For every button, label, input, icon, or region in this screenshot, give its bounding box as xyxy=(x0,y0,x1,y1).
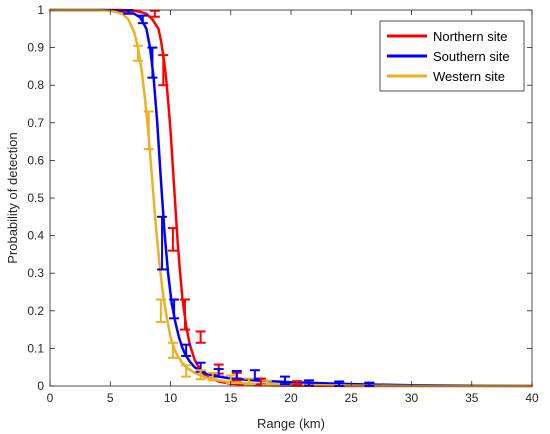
x-tick-label: 35 xyxy=(465,391,479,405)
y-tick-label: 0.9 xyxy=(27,41,44,55)
errorbar-northern-site xyxy=(149,9,160,18)
y-tick-label: 0.3 xyxy=(27,266,44,280)
legend-label-southern: Southern site xyxy=(433,49,510,64)
y-tick-label: 1 xyxy=(37,3,44,17)
x-tick-label: 10 xyxy=(164,391,178,405)
errorbar-northern-site xyxy=(167,227,178,252)
y-tick-label: 0.1 xyxy=(27,341,44,355)
y-tick-label: 0.7 xyxy=(27,116,44,130)
errorbar-northern-site xyxy=(179,298,190,331)
y-tick-label: 0.5 xyxy=(27,191,44,205)
y-axis: 0 0.1 0.2 0.3 0.4 0.5 0.6 0.7 0.8 0.9 1 xyxy=(27,3,532,393)
errorbar-western-site xyxy=(195,369,206,381)
errorbar-western-site xyxy=(132,44,143,62)
series-line-western-site xyxy=(48,8,534,388)
y-tick-label: 0.6 xyxy=(27,153,44,167)
errorbar-western-site xyxy=(243,377,254,386)
errorbar-western-site xyxy=(207,371,218,382)
errorbar-western-site xyxy=(167,341,178,359)
errorbar-southern-site xyxy=(231,369,242,380)
errorbar-northern-site xyxy=(158,54,169,87)
errorbar-southern-site xyxy=(213,368,224,378)
y-tick-label: 0.2 xyxy=(27,304,44,318)
legend-label-northern: Northern site xyxy=(433,29,507,44)
x-axis: 0 5 10 15 20 25 30 35 40 xyxy=(47,10,539,405)
errorbar-southern-site xyxy=(181,343,192,357)
legend-label-western: Western site xyxy=(433,69,505,84)
errorbar-northern-site xyxy=(195,330,206,344)
x-tick-label: 40 xyxy=(525,391,539,405)
errorbar-western-site xyxy=(261,379,272,387)
x-tick-label: 5 xyxy=(107,391,114,405)
y-tick-label: 0.8 xyxy=(27,78,44,92)
errorbar-western-site xyxy=(181,364,192,378)
errorbar-southern-site xyxy=(279,375,290,386)
x-axis-label: Range (km) xyxy=(257,416,325,431)
y-tick-label: 0.4 xyxy=(27,229,44,243)
x-tick-label: 30 xyxy=(405,391,419,405)
errorbar-western-site xyxy=(155,298,166,324)
y-axis-label: Probability of detection xyxy=(5,132,20,264)
y-tick-label: 0 xyxy=(37,379,44,393)
x-tick-label: 25 xyxy=(345,391,359,405)
x-tick-label: 20 xyxy=(284,391,298,405)
errorbar-southern-site xyxy=(147,46,158,79)
errorbar-northern-site xyxy=(292,380,303,386)
x-tick-label: 0 xyxy=(47,391,54,405)
legend: Northern site Southern site Western site xyxy=(379,20,525,92)
errorbar-southern-site xyxy=(157,215,168,271)
errorbar-western-site xyxy=(143,110,154,151)
errorbar-southern-site xyxy=(137,14,148,25)
x-tick-label: 15 xyxy=(224,391,238,405)
errorbar-southern-site xyxy=(169,298,180,320)
